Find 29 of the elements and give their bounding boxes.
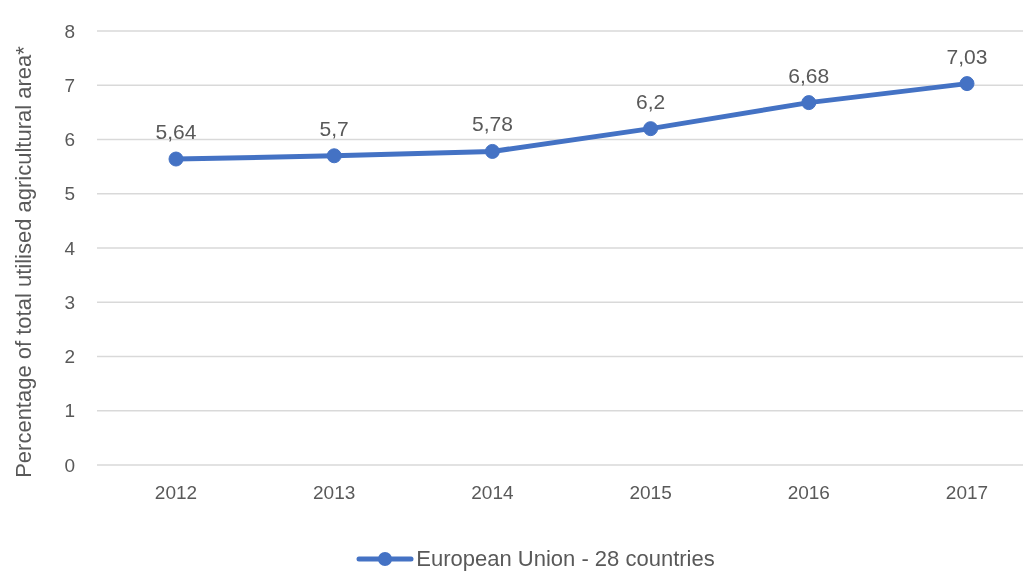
y-tick-label: 8 bbox=[64, 20, 75, 42]
point bbox=[959, 76, 975, 92]
y-axis-title: Percentage of total utilised agricultural area* bbox=[10, 45, 36, 478]
point bbox=[643, 121, 659, 137]
x-tick-label: 2014 bbox=[471, 482, 514, 504]
data-label: 6,2 bbox=[636, 89, 666, 113]
x-tick-label: 2017 bbox=[945, 482, 989, 504]
y-tick-label: 1 bbox=[64, 400, 75, 422]
point bbox=[168, 151, 184, 167]
y-tick-label: 4 bbox=[64, 237, 76, 259]
x-tick-label: 2012 bbox=[154, 482, 198, 504]
y-tick-label: 6 bbox=[64, 129, 75, 151]
y-tick-label: 5 bbox=[64, 183, 75, 205]
data-label: 5,64 bbox=[155, 120, 197, 144]
legend-label: European Union - 28 countries bbox=[416, 546, 715, 572]
data-label: 5,7 bbox=[319, 116, 349, 140]
y-tick-label: 3 bbox=[64, 291, 75, 313]
point bbox=[801, 95, 817, 111]
data-label: 5,78 bbox=[471, 112, 513, 136]
x-tick-label: 2013 bbox=[313, 482, 356, 504]
y-tick-label: 2 bbox=[64, 346, 75, 368]
x-tick-label: 2016 bbox=[787, 482, 830, 504]
point bbox=[484, 143, 500, 159]
data-label: 6,68 bbox=[788, 63, 830, 87]
x-tick-label: 2015 bbox=[629, 482, 672, 504]
data-label: 7,03 bbox=[946, 44, 988, 68]
y-tick-label: 7 bbox=[64, 75, 75, 96]
y-tick-label: 0 bbox=[64, 454, 75, 476]
point bbox=[326, 148, 342, 164]
